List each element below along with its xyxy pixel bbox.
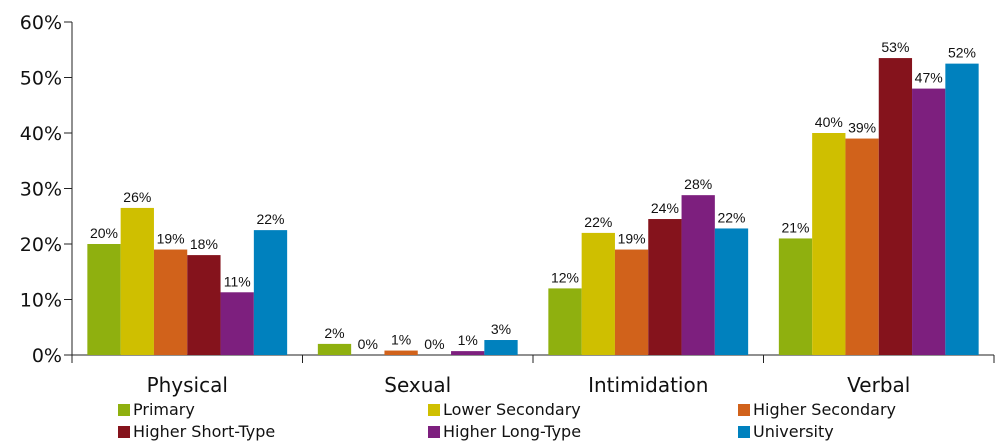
legend-swatch [118,426,130,438]
bar [317,343,352,355]
bar [548,288,582,355]
data-label: 28% [684,176,712,192]
bar [187,255,221,355]
legend-swatch [738,426,750,438]
legend-swatch [428,426,440,438]
data-label: 40% [815,114,843,130]
bar [153,249,188,355]
bar [878,58,913,355]
legend-label: University [753,422,834,441]
bar [778,238,813,355]
y-tick-label: 60% [20,12,62,34]
data-label: 18% [190,236,218,252]
bar [714,228,749,355]
legend-label: Higher Short-Type [133,422,275,441]
bar [648,219,682,355]
y-tick-label: 0% [32,345,62,367]
legend-label: Higher Secondary [753,400,896,419]
bar [120,207,154,355]
legend-label: Lower Secondary [443,400,581,419]
data-label: 52% [948,45,976,61]
y-tick-label: 40% [20,123,62,145]
y-tick-label: 20% [20,234,62,256]
y-tick-label: 10% [20,290,62,312]
chart-legend: Primary Lower Secondary Higher Secondary Hi… [118,400,896,441]
data-label: 22% [584,214,612,230]
data-label: 1% [391,332,411,348]
data-label: 47% [915,70,943,86]
data-label: 26% [123,189,151,205]
bar [484,340,518,355]
bar [581,232,615,355]
data-label: 20% [90,225,118,241]
data-label: 22% [717,209,745,225]
data-label: 22% [256,211,284,227]
y-tick-label: 30% [20,179,62,201]
x-category-label: Intimidation [588,373,708,397]
x-category-label: Verbal [847,373,910,397]
chart-bars: 20% 26% 19% 18% 11% 22% 2% 0% 1% 0% 1% 3% 12% 22% 19% 2… [87,39,979,355]
bar [845,138,879,355]
legend-label: Primary [133,400,195,419]
data-label: 12% [551,269,579,285]
data-label: 11% [224,273,251,289]
data-label: 19% [618,231,646,247]
data-label: 24% [651,200,679,216]
bar [87,244,121,355]
bar [945,63,979,355]
x-category-label: Physical [147,373,228,397]
bar [681,195,715,355]
bar [451,351,485,355]
bar [614,249,649,355]
chart-axes: 0% 10% 20% 30% 40% 50% 60% Physical Sexual Intimi… [20,12,995,397]
data-label: 19% [157,231,185,247]
legend-label: Higher Long-Type [443,422,581,441]
bar [384,350,418,355]
legend-swatch [428,404,440,416]
data-label: 3% [491,321,511,337]
legend-swatch [738,404,750,416]
bar [253,230,288,355]
data-label: 2% [324,325,344,341]
bar [912,88,946,355]
x-category-label: Sexual [384,373,451,397]
legend-swatch [118,404,130,416]
bar [220,292,254,355]
data-label: 1% [458,332,478,348]
data-label: 39% [848,120,876,136]
data-label: 0% [358,336,378,352]
data-label: 21% [781,219,809,235]
y-tick-label: 50% [20,68,62,90]
data-label: 53% [881,39,909,55]
data-label: 0% [424,336,444,352]
bar [812,133,846,355]
